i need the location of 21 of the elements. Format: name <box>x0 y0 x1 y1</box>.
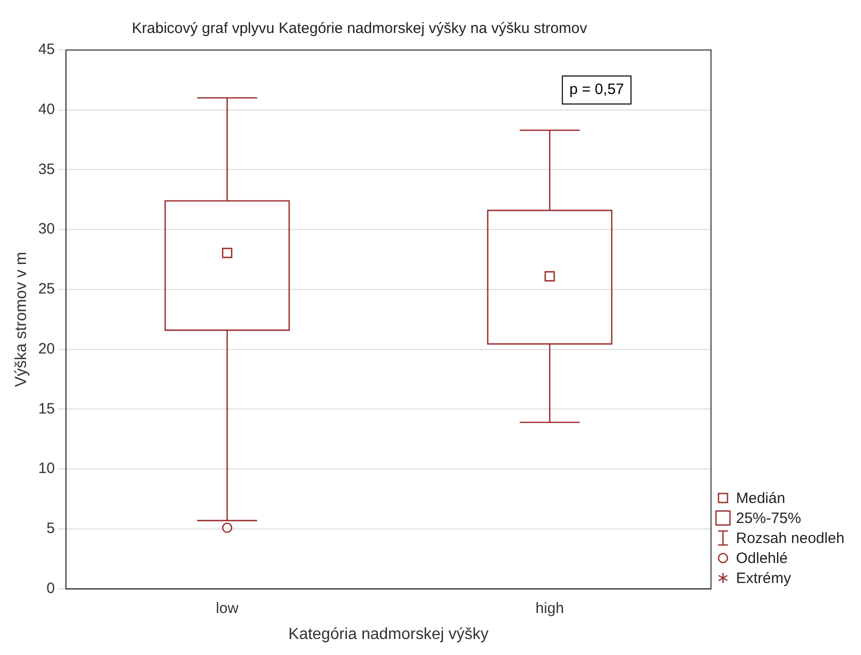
annotation: p = 0,57 <box>569 81 624 98</box>
y-tick-label: 20 <box>38 340 55 358</box>
y-tick-label: 40 <box>38 101 55 118</box>
y-axis-title: Výška stromov v m <box>13 252 30 387</box>
x-axis-title: Kategória nadmorskej výšky <box>288 626 488 643</box>
y-tick-label: 25 <box>38 280 55 298</box>
y-tick-label: 15 <box>38 400 55 418</box>
chart-title: Krabicový graf vplyvu Kategórie nadmorskej výšky na výšku stromov <box>132 20 588 38</box>
x-tick-label: low <box>216 600 239 617</box>
y-tick-label: 0 <box>46 580 55 597</box>
text: Rozsah neodleh <box>736 530 844 546</box>
y-tick-label: 30 <box>38 220 55 238</box>
y-tick-label: 35 <box>38 160 55 178</box>
y-tick-label: 5 <box>46 520 55 538</box>
text: 25%-75% <box>736 510 802 526</box>
text: Medián <box>736 490 786 506</box>
x-tick-label: high <box>536 600 564 617</box>
y-tick-label: 10 <box>38 460 55 478</box>
text: Odlehlé <box>736 550 788 566</box>
y-tick-label: 45 <box>38 41 55 58</box>
text: Extrémy <box>736 570 792 586</box>
